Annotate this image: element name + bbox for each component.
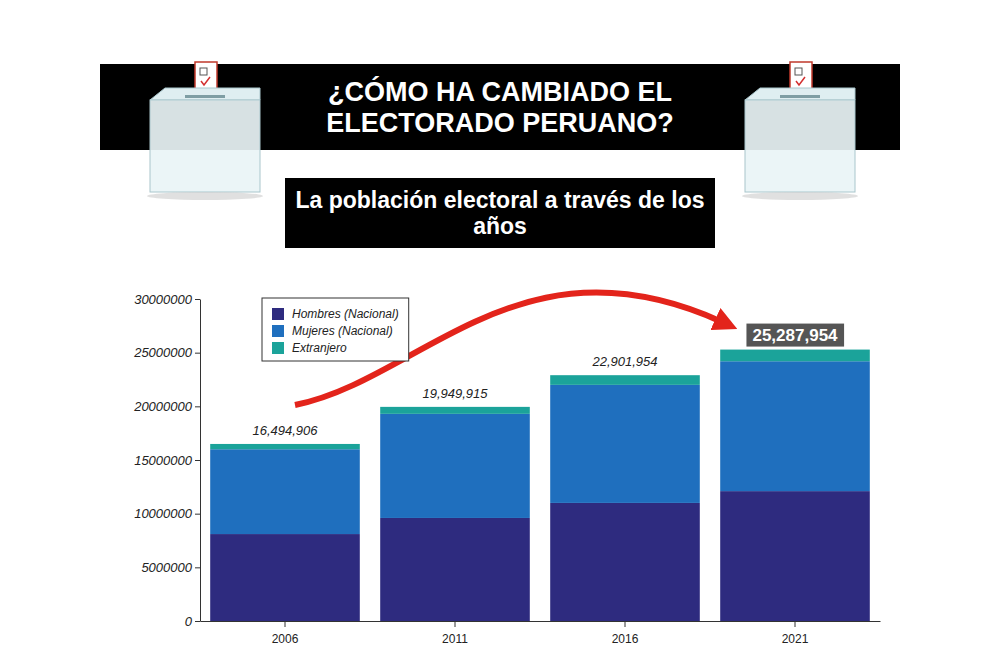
bar-segment <box>550 503 700 621</box>
bars <box>210 350 870 621</box>
y-tick-label: 10000000 <box>134 506 193 521</box>
x-tick-label: 2011 <box>442 632 468 646</box>
ballot-shadow <box>742 192 858 200</box>
subtitle-background <box>285 178 715 248</box>
bar-segment <box>380 407 530 414</box>
ballot-check <box>201 77 210 85</box>
y-tick-mark <box>195 299 200 300</box>
ballot-box-icon <box>147 62 263 200</box>
ballot-box-top <box>150 88 260 100</box>
y-tick: 10000000 <box>134 506 200 521</box>
bar-segment <box>550 375 700 385</box>
x-axis-line <box>201 621 881 622</box>
x-tick-label: 2021 <box>782 632 809 646</box>
x-tick-label: 2006 <box>272 632 299 646</box>
ballot-check <box>796 77 805 85</box>
ballot-slot <box>185 95 225 98</box>
y-tick-label: 0 <box>185 614 193 629</box>
chart-root: ¿CÓMO HA CAMBIADO ELELECTORADO PERUANO? L… <box>0 0 1000 672</box>
ballot-square <box>200 68 207 75</box>
bar-segment <box>210 534 360 621</box>
bar-segment <box>720 350 870 362</box>
legend-swatch <box>272 342 284 354</box>
ballot-shadow <box>147 192 263 200</box>
total-labels: 16,494,906 19,949,915 22,901,954 25,287,954 <box>252 324 844 438</box>
y-tick: 30000000 <box>134 292 200 307</box>
x-tick: 2006 <box>272 621 299 646</box>
ballot-square <box>795 68 802 75</box>
y-tick-mark <box>195 514 200 515</box>
bar-segment <box>720 491 870 621</box>
y-tick-mark <box>195 353 200 354</box>
legend-swatch <box>272 325 284 337</box>
bar-segment <box>210 449 360 534</box>
y-tick: 15000000 <box>134 453 200 468</box>
y-tick-label: 5000000 <box>141 560 192 575</box>
bar-segment <box>720 361 870 491</box>
total-label-background <box>746 324 844 347</box>
bar-segment <box>380 518 530 621</box>
y-axis: 0 5000000 10000000 15000000 20000000 25000000… <box>133 292 200 629</box>
ballot-box-body <box>150 100 260 192</box>
y-tick-mark <box>195 460 200 461</box>
x-tick-mark <box>455 621 456 627</box>
legend-entry: Extranjero <box>272 341 347 355</box>
legend: Hombres (Nacional) Mujeres (Nacional) Extr… <box>262 298 409 361</box>
legend-label: Hombres (Nacional) <box>292 307 399 321</box>
bar-segment <box>210 444 360 449</box>
ballot-box-body <box>745 100 855 192</box>
y-tick-mark <box>195 406 200 407</box>
y-tick: 25000000 <box>133 345 200 360</box>
y-tick-label: 30000000 <box>134 292 193 307</box>
x-tick-mark <box>625 621 626 627</box>
total-label: 19,949,915 <box>422 386 488 401</box>
legend-swatch <box>272 308 284 320</box>
bar-segment <box>380 414 530 518</box>
ballot-box-icon <box>742 62 858 200</box>
ballot-box-top <box>745 88 855 100</box>
x-tick-mark <box>285 621 286 627</box>
legend-entry: Hombres (Nacional) <box>272 307 399 321</box>
y-axis-line <box>200 300 201 622</box>
y-tick-label: 20000000 <box>133 399 193 414</box>
y-tick: 5000000 <box>141 560 200 575</box>
ballot-slot <box>780 95 820 98</box>
legend-entry: Mujeres (Nacional) <box>272 324 393 338</box>
y-tick: 20000000 <box>133 399 200 414</box>
x-tick-label: 2016 <box>612 632 639 646</box>
total-label: 25,287,954 <box>752 326 838 345</box>
title: ¿CÓMO HA CAMBIADO ELELECTORADO PERUANO? <box>326 76 674 138</box>
y-tick: 0 <box>185 614 200 629</box>
x-tick: 2021 <box>782 621 809 646</box>
legend-label: Extranjero <box>292 341 347 355</box>
total-label: 22,901,954 <box>591 354 657 369</box>
y-tick-label: 25000000 <box>133 345 193 360</box>
subtitle: La población electoral a través de losañ… <box>295 187 704 239</box>
bar-segment <box>550 385 700 503</box>
legend-box <box>262 298 409 361</box>
y-tick-mark <box>195 621 200 622</box>
y-tick-label: 15000000 <box>134 453 193 468</box>
x-tick-mark <box>795 621 796 627</box>
x-tick: 2011 <box>442 621 468 646</box>
x-axis: 2006 2011 2016 2021 <box>201 621 881 646</box>
total-label: 16,494,906 <box>252 423 318 438</box>
x-tick: 2016 <box>612 621 639 646</box>
legend-label: Mujeres (Nacional) <box>292 324 393 338</box>
y-tick-mark <box>195 567 200 568</box>
